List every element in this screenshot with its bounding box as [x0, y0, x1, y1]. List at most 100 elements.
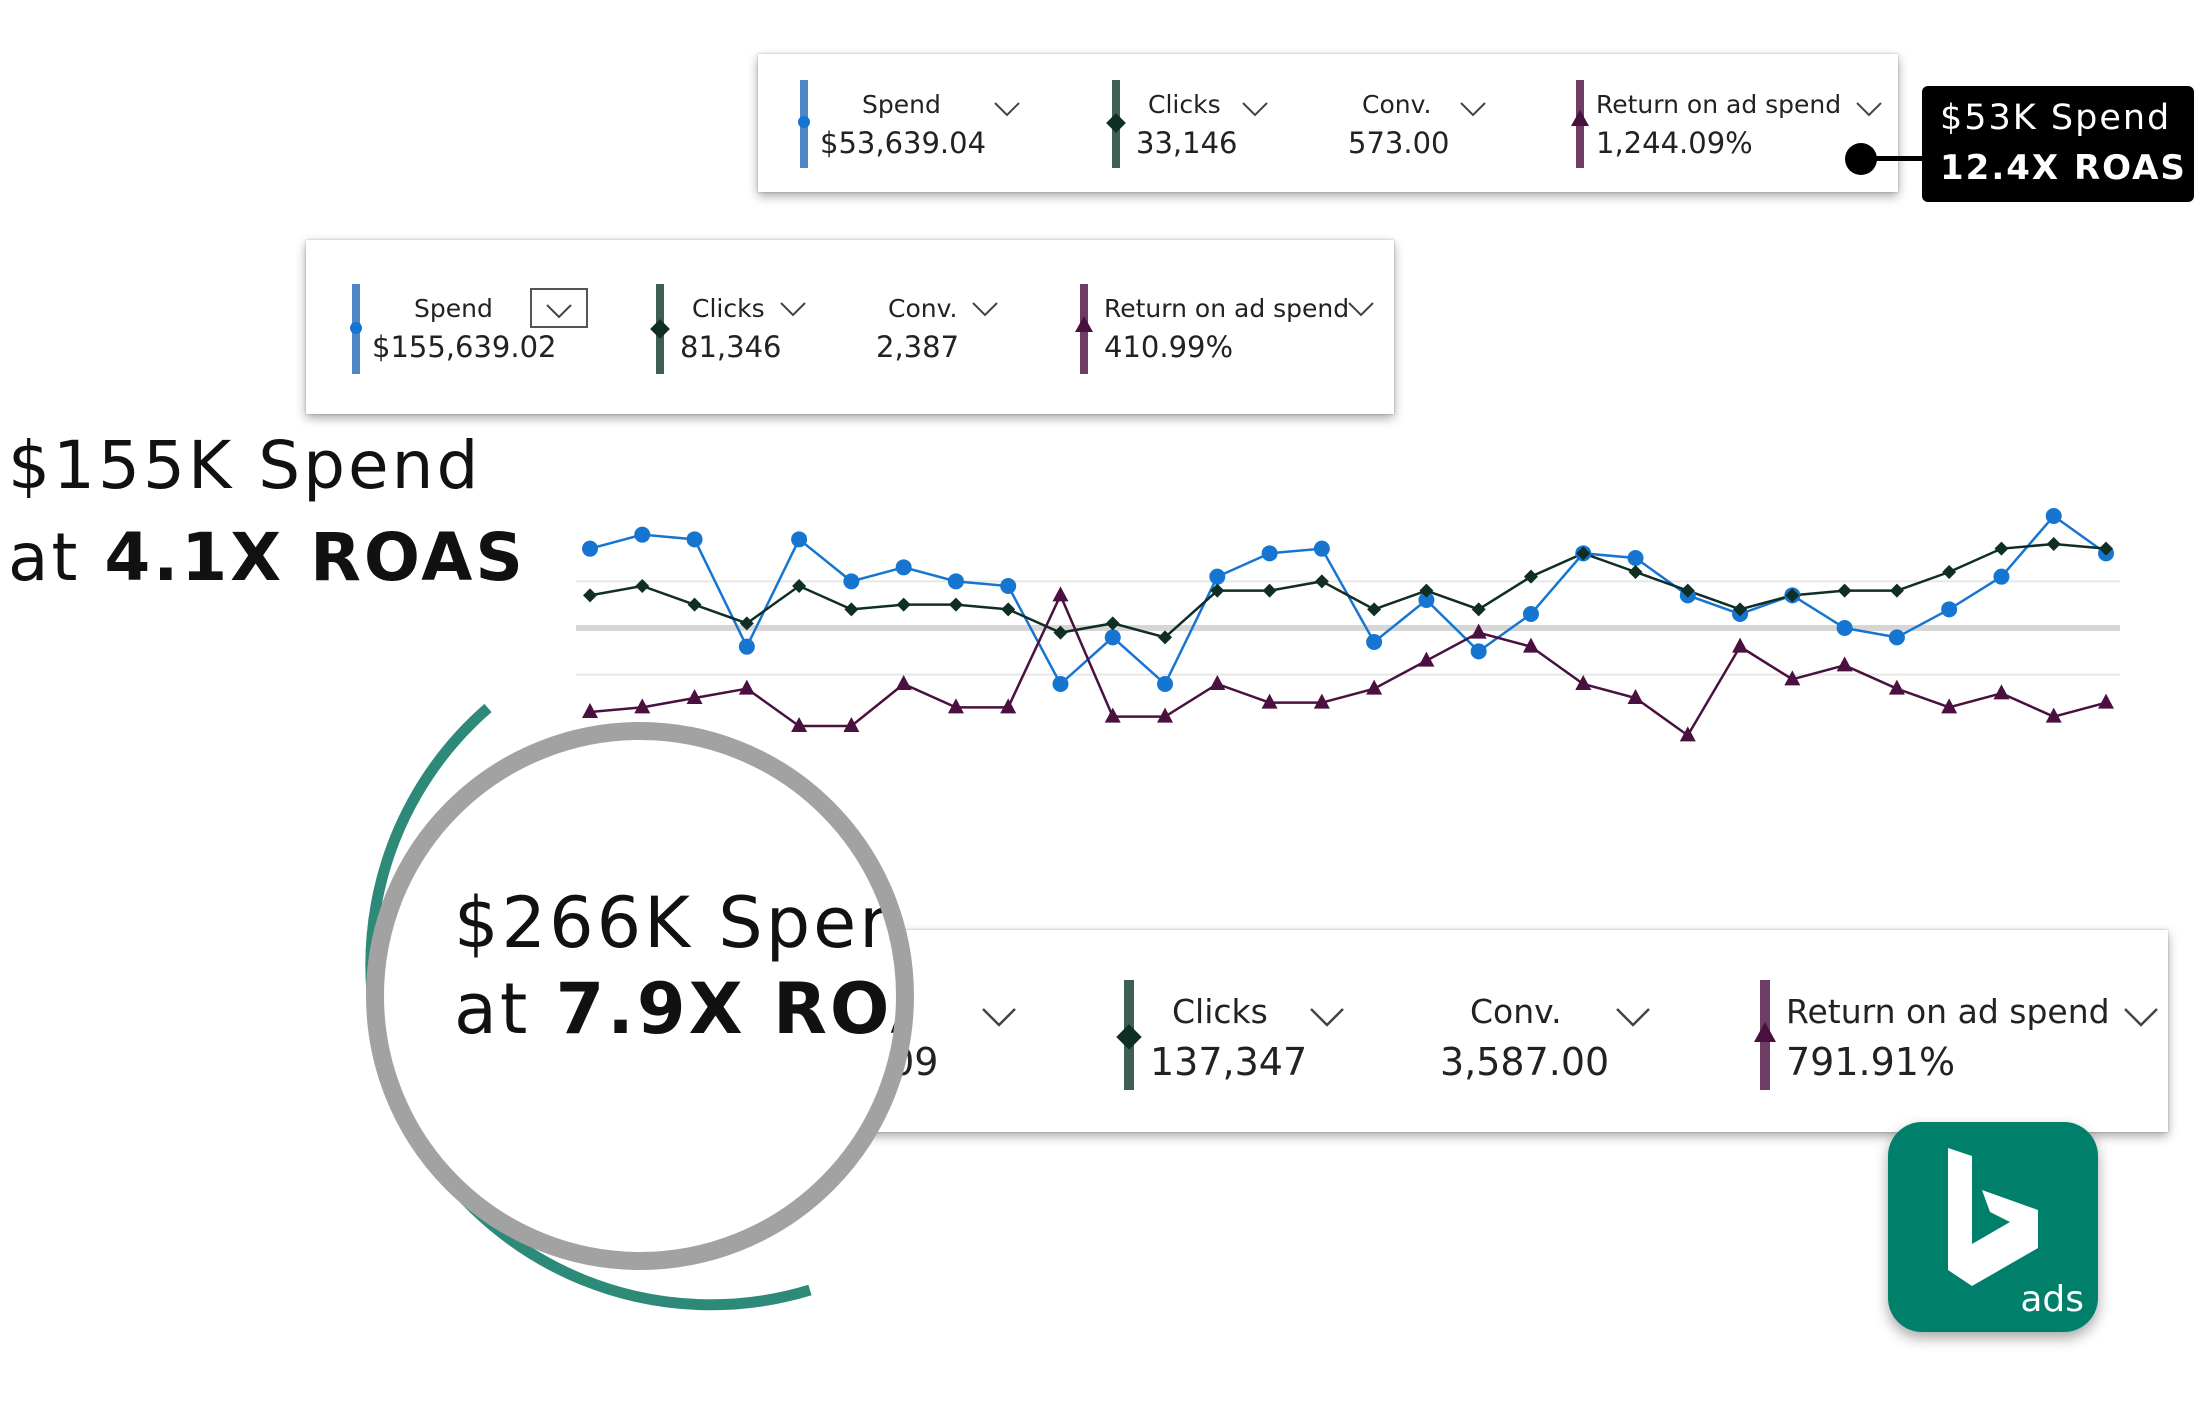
metric-roas[interactable]: Return on ad spend 791.91%	[1754, 980, 2120, 1090]
data-point-triangle	[1679, 726, 1696, 742]
data-point-circle	[1522, 606, 1539, 622]
metric-label: Clicks	[692, 294, 765, 323]
metric-conv[interactable]: Conv. 3,587.00	[1440, 980, 1640, 1090]
data-point-diamond	[1576, 546, 1591, 561]
metric-roas[interactable]: Return on ad spend 410.99%	[1075, 284, 1350, 374]
data-point-diamond	[1994, 541, 2009, 556]
headline-155k: $155K Spend at 4.1X ROAS	[8, 420, 526, 604]
headline-line-2: at 4.1X ROAS	[8, 512, 526, 604]
chevron-down-icon[interactable]	[1346, 300, 1376, 318]
data-point-triangle	[1836, 656, 1853, 672]
data-point-diamond	[1471, 602, 1486, 617]
data-point-diamond	[1419, 583, 1434, 598]
data-point-diamond	[739, 616, 754, 631]
headline-prefix: at	[454, 968, 556, 1050]
data-point-triangle	[1470, 623, 1487, 639]
metric-roas[interactable]: Return on ad spend 1,244.09%	[1571, 80, 1856, 168]
chart-lines	[589, 514, 2107, 738]
series-line-triangle	[589, 592, 2107, 738]
diamond-marker-icon	[650, 319, 670, 339]
badge-line-2: 12.4X ROAS	[1940, 148, 2187, 188]
headline-line-1: $266K Spend	[454, 882, 914, 964]
metric-label: Return on ad spend	[1786, 992, 2110, 1031]
data-point-triangle	[791, 717, 808, 732]
headline-bold: 7.9X ROAS	[555, 968, 896, 1050]
metric-value: 81,346	[680, 330, 782, 364]
data-point-triangle	[1366, 679, 1383, 695]
headline-bold: 4.1X ROAS	[104, 519, 526, 596]
data-point-triangle	[1209, 675, 1226, 690]
result-badge-top: $53K Spend 12.4X ROAS	[1922, 86, 2194, 202]
metric-value: 2,387	[876, 330, 960, 364]
series-line-circle	[589, 514, 2107, 687]
data-point-diamond	[687, 597, 702, 612]
data-point-diamond	[948, 597, 963, 612]
data-point-diamond	[1001, 602, 1016, 617]
metric-clicks[interactable]: Clicks 33,146	[1106, 80, 1262, 168]
spend-dropdown-button[interactable]	[530, 288, 588, 328]
chevron-down-icon[interactable]	[992, 100, 1022, 118]
headline-prefix: at	[8, 519, 105, 596]
headline-266k: $266K Spend at 7.9X ROAS	[454, 880, 914, 1052]
metric-spend[interactable]: Spend $53,639.04	[798, 80, 1000, 168]
metric-spend[interactable]: Spend $155,639.02	[350, 284, 557, 374]
data-point-diamond	[1942, 565, 1957, 579]
data-point-circle	[1418, 592, 1435, 608]
metric-conv[interactable]: Conv. 573.00	[1348, 80, 1498, 168]
connector-line	[1865, 156, 1925, 161]
data-point-diamond	[1053, 625, 1068, 640]
diamond-marker-icon	[1116, 1024, 1142, 1050]
data-point-circle	[1941, 601, 1958, 618]
data-point-triangle	[1157, 707, 1174, 723]
data-point-triangle	[1732, 637, 1749, 653]
metrics-card-top: Spend $53,639.04 Clicks 33,146 Conv. 573…	[758, 54, 1898, 192]
chevron-down-icon[interactable]	[1854, 100, 1884, 118]
metric-value: 573.00	[1348, 126, 1450, 160]
triangle-marker-icon	[1754, 1022, 1776, 1042]
chevron-down-icon[interactable]	[1240, 100, 1270, 118]
chevron-down-icon[interactable]	[778, 300, 808, 318]
data-point-diamond	[1889, 583, 1904, 598]
metric-value: 137,347	[1150, 1040, 1308, 1084]
data-point-triangle	[738, 679, 755, 695]
metric-clicks[interactable]: Clicks 137,347	[1116, 980, 1308, 1090]
metric-label: Spend	[414, 294, 493, 323]
data-point-diamond	[635, 579, 650, 593]
chevron-down-icon[interactable]	[1308, 1006, 1346, 1028]
performance-line-chart	[576, 508, 2120, 742]
data-point-circle	[1993, 568, 2010, 585]
data-point-circle	[1000, 578, 1017, 594]
chevron-down-icon[interactable]	[970, 300, 1000, 318]
data-point-triangle	[1575, 675, 1592, 690]
series-line-diamond	[589, 542, 2107, 639]
circle-marker-icon	[798, 116, 810, 128]
data-point-triangle	[1888, 679, 1905, 695]
data-point-diamond	[1367, 602, 1382, 617]
data-point-circle	[582, 540, 598, 557]
data-point-circle	[895, 559, 912, 576]
chevron-down-icon[interactable]	[1458, 100, 1488, 118]
data-point-triangle	[895, 675, 912, 690]
chevron-down-icon[interactable]	[980, 1006, 1018, 1028]
data-point-triangle	[1522, 637, 1539, 653]
metric-label: Conv.	[1362, 90, 1432, 119]
data-point-triangle	[582, 703, 598, 718]
metric-value: $53,639.04	[820, 126, 987, 160]
metric-conv[interactable]: Conv. 2,387	[876, 284, 1006, 374]
data-point-diamond	[1628, 565, 1643, 579]
metric-value: 33,146	[1136, 126, 1238, 160]
data-point-diamond	[1314, 574, 1329, 589]
metric-value: 1,244.09%	[1596, 126, 1753, 160]
chevron-down-icon[interactable]	[2122, 1006, 2160, 1028]
metric-clicks[interactable]: Clicks 81,346	[650, 284, 806, 374]
data-point-circle	[1052, 676, 1069, 692]
metric-value: 791.91%	[1786, 1040, 1956, 1084]
data-point-triangle	[2045, 707, 2062, 723]
triangle-marker-icon	[1571, 110, 1589, 126]
data-point-triangle	[1000, 698, 1017, 714]
chevron-down-icon[interactable]	[1614, 1006, 1652, 1028]
metric-label: Clicks	[1172, 992, 1268, 1031]
data-point-triangle	[1941, 698, 1958, 714]
data-point-circle	[686, 531, 703, 548]
data-point-triangle	[2098, 693, 2114, 709]
